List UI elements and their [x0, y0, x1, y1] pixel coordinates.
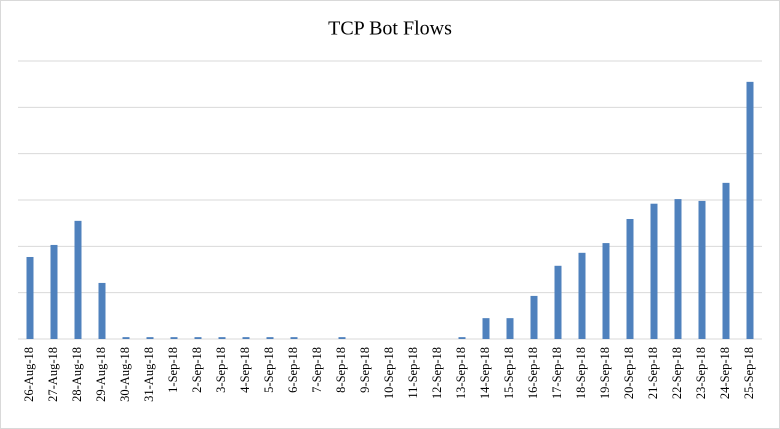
bar [218, 337, 226, 339]
bar [650, 203, 658, 339]
x-tick-label: 28-Aug-18 [70, 347, 84, 402]
x-tick-label: 30-Aug-18 [118, 347, 132, 402]
bar [194, 337, 202, 339]
bar [602, 243, 610, 339]
bar [722, 182, 730, 339]
x-tick-label: 6-Sep-18 [286, 347, 300, 393]
x-tick-label: 31-Aug-18 [142, 347, 156, 402]
bar [266, 337, 274, 339]
x-tick-label: 13-Sep-18 [454, 347, 468, 399]
bar [50, 244, 58, 339]
bar [74, 220, 82, 339]
x-tick-label: 8-Sep-18 [334, 347, 348, 393]
bar [554, 265, 562, 339]
x-tick-label: 5-Sep-18 [262, 347, 276, 393]
x-tick-label: 17-Sep-18 [550, 347, 564, 399]
x-tick-label: 7-Sep-18 [310, 347, 324, 393]
x-tick-label: 20-Sep-18 [622, 347, 636, 399]
bar [578, 252, 586, 339]
x-tick-label: 21-Sep-18 [646, 347, 660, 399]
bar [458, 337, 466, 339]
bar [674, 199, 682, 339]
x-tick-label: 25-Sep-18 [742, 347, 756, 399]
bar [122, 337, 130, 339]
x-tick-label: 11-Sep-18 [406, 347, 420, 399]
bar [146, 337, 154, 339]
x-tick-label: 1-Sep-18 [166, 347, 180, 393]
x-tick-label: 26-Aug-18 [22, 347, 36, 402]
x-tick-label: 15-Sep-18 [502, 347, 516, 399]
bar [290, 337, 298, 339]
x-tick-label: 27-Aug-18 [46, 347, 60, 402]
x-tick-label: 18-Sep-18 [574, 347, 588, 399]
x-tick-label: 24-Sep-18 [718, 347, 732, 399]
x-tick-label: 2-Sep-18 [190, 347, 204, 393]
bar [482, 318, 490, 339]
x-tick-label: 9-Sep-18 [358, 347, 372, 393]
x-tick-label: 4-Sep-18 [238, 347, 252, 393]
x-tick-label: 10-Sep-18 [382, 347, 396, 399]
bar [626, 218, 634, 339]
bar [98, 282, 106, 339]
bar [530, 295, 538, 339]
chart-title: TCP Bot Flows [328, 18, 452, 40]
bar [242, 337, 250, 339]
x-tick-label: 29-Aug-18 [94, 347, 108, 402]
bar [506, 318, 514, 339]
bar [698, 200, 706, 339]
x-tick-label: 19-Sep-18 [598, 347, 612, 399]
x-tick-label: 12-Sep-18 [430, 347, 444, 399]
bar [338, 337, 346, 339]
bar [746, 81, 754, 339]
x-tick-label: 14-Sep-18 [478, 347, 492, 399]
x-tick-label: 22-Sep-18 [670, 347, 684, 399]
bar [170, 337, 178, 339]
x-tick-label: 23-Sep-18 [694, 347, 708, 399]
x-tick-label: 3-Sep-18 [214, 347, 228, 393]
x-tick-label: 16-Sep-18 [526, 347, 540, 399]
bar [26, 256, 34, 339]
